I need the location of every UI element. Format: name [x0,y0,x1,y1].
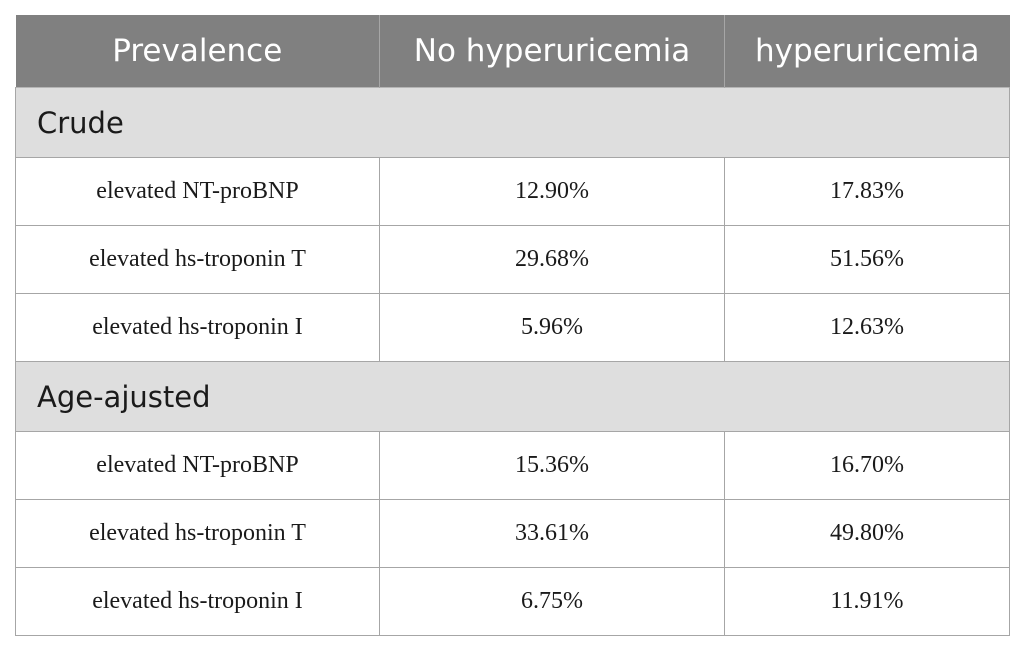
header-prevalence: Prevalence [15,15,380,88]
header-no-hyperuricemia: No hyperuricemia [379,15,725,88]
header-hyperuricemia: hyperuricemia [724,15,1010,88]
table-row: elevated hs-troponin T 33.61% 49.80% [15,499,1010,568]
table-row: elevated hs-troponin I 6.75% 11.91% [15,567,1010,636]
cell-hyperuricemia: 17.83% [724,157,1010,226]
cell-no-hyperuricemia: 29.68% [379,225,725,294]
cell-hyperuricemia: 49.80% [724,499,1010,568]
cell-hyperuricemia: 12.63% [724,293,1010,362]
cell-no-hyperuricemia: 33.61% [379,499,725,568]
section-row-crude: Crude [15,87,1010,158]
table-row: elevated hs-troponin T 29.68% 51.56% [15,225,1010,294]
row-label: elevated NT-proBNP [15,157,380,226]
section-row-age-adjusted: Age-ajusted [15,361,1010,432]
row-label: elevated hs-troponin T [15,499,380,568]
cell-no-hyperuricemia: 6.75% [379,567,725,636]
cell-no-hyperuricemia: 12.90% [379,157,725,226]
cell-hyperuricemia: 11.91% [724,567,1010,636]
row-label: elevated hs-troponin I [15,293,380,362]
table-row: elevated NT-proBNP 12.90% 17.83% [15,157,1010,226]
section-title: Crude [15,87,1010,158]
table-row: elevated NT-proBNP 15.36% 16.70% [15,431,1010,500]
row-label: elevated hs-troponin T [15,225,380,294]
cell-no-hyperuricemia: 15.36% [379,431,725,500]
row-label: elevated hs-troponin I [15,567,380,636]
cell-no-hyperuricemia: 5.96% [379,293,725,362]
cell-hyperuricemia: 16.70% [724,431,1010,500]
prevalence-table: Prevalence No hyperuricemia hyperuricemi… [15,15,1010,636]
section-title: Age-ajusted [15,361,1010,432]
row-label: elevated NT-proBNP [15,431,380,500]
table-row: elevated hs-troponin I 5.96% 12.63% [15,293,1010,362]
cell-hyperuricemia: 51.56% [724,225,1010,294]
header-row: Prevalence No hyperuricemia hyperuricemi… [15,15,1010,88]
